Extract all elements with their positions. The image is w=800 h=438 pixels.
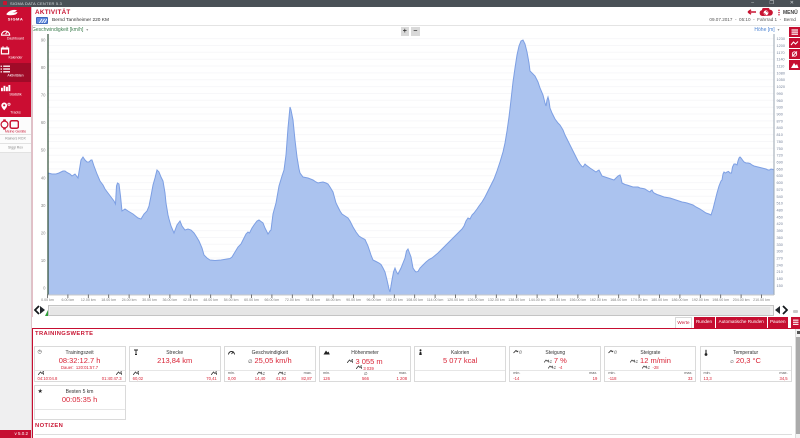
svg-text:204.00 km: 204.00 km (733, 298, 750, 302)
svg-text:180.00 km: 180.00 km (651, 298, 668, 302)
svg-text:42.00 km: 42.00 km (183, 298, 198, 302)
svg-text:40: 40 (41, 175, 46, 180)
svg-text:126.00 km: 126.00 km (468, 298, 485, 302)
svg-text:1020: 1020 (777, 85, 785, 89)
svg-text:174.00 km: 174.00 km (631, 298, 648, 302)
svg-text:60.00 km: 60.00 km (244, 298, 259, 302)
svg-text:30.00 km: 30.00 km (142, 298, 157, 302)
svg-text:72.00 km: 72.00 km (285, 298, 300, 302)
svg-text:750: 750 (777, 147, 783, 151)
svg-text:12.00 km: 12.00 km (81, 298, 96, 302)
svg-text:930: 930 (777, 106, 783, 110)
svg-text:720: 720 (777, 154, 783, 158)
svg-text:108.00 km: 108.00 km (406, 298, 423, 302)
svg-text:690: 690 (777, 161, 783, 165)
svg-text:102.00 km: 102.00 km (386, 298, 403, 302)
svg-text:600: 600 (777, 181, 783, 185)
svg-text:∅: ∅ (549, 359, 552, 363)
svg-text:150: 150 (777, 284, 783, 288)
svg-text:∅: ∅ (554, 365, 557, 369)
svg-text:450: 450 (777, 215, 783, 219)
svg-text:1230: 1230 (777, 37, 785, 41)
svg-text:330: 330 (777, 243, 783, 247)
svg-text:990: 990 (777, 92, 783, 96)
svg-text:1200: 1200 (777, 44, 785, 48)
svg-text:66.00 km: 66.00 km (265, 298, 280, 302)
svg-text:210.00 km: 210.00 km (753, 298, 770, 302)
svg-text:96.00 km: 96.00 km (367, 298, 382, 302)
svg-text:138.00 km: 138.00 km (508, 298, 525, 302)
svg-text:36.00 km: 36.00 km (163, 298, 178, 302)
svg-text:∅: ∅ (614, 350, 617, 355)
svg-text:70: 70 (41, 93, 46, 98)
svg-text:810: 810 (777, 133, 783, 137)
svg-text:180: 180 (777, 277, 783, 281)
svg-text:240: 240 (777, 263, 783, 267)
svg-text:20: 20 (41, 231, 46, 236)
svg-text:6.00 km: 6.00 km (62, 298, 75, 302)
svg-text:510: 510 (777, 202, 783, 206)
svg-text:144.00 km: 144.00 km (529, 298, 546, 302)
svg-text:∅: ∅ (283, 371, 286, 375)
svg-text:1080: 1080 (777, 71, 785, 75)
svg-text:1140: 1140 (777, 58, 785, 62)
svg-text:360: 360 (777, 236, 783, 240)
svg-text:48.00 km: 48.00 km (203, 298, 218, 302)
svg-text:198.00 km: 198.00 km (712, 298, 729, 302)
svg-text:50: 50 (41, 148, 46, 153)
svg-text:30: 30 (41, 203, 46, 208)
svg-text:∅: ∅ (519, 350, 522, 355)
svg-text:570: 570 (777, 188, 783, 192)
svg-text:78.00 km: 78.00 km (305, 298, 320, 302)
svg-text:900: 900 (777, 113, 783, 117)
svg-text:270: 270 (777, 257, 783, 261)
svg-text:420: 420 (777, 222, 783, 226)
svg-text:∅: ∅ (635, 359, 638, 363)
svg-text:186.00 km: 186.00 km (672, 298, 689, 302)
svg-text:156.00 km: 156.00 km (570, 298, 587, 302)
svg-text:80: 80 (41, 65, 46, 70)
svg-text:∅: ∅ (648, 365, 651, 369)
svg-text:780: 780 (777, 140, 783, 144)
svg-text:300: 300 (777, 250, 783, 254)
svg-text:24.00 km: 24.00 km (122, 298, 137, 302)
svg-text:120.00 km: 120.00 km (447, 298, 464, 302)
svg-text:840: 840 (777, 126, 783, 130)
svg-text:150.00 km: 150.00 km (549, 298, 566, 302)
svg-text:660: 660 (777, 167, 783, 171)
svg-text:10: 10 (41, 258, 46, 263)
svg-text:1170: 1170 (777, 51, 785, 55)
svg-text:870: 870 (777, 119, 783, 123)
svg-text:540: 540 (777, 195, 783, 199)
svg-text:90.00 km: 90.00 km (346, 298, 361, 302)
svg-text:132.00 km: 132.00 km (488, 298, 505, 302)
svg-text:54.00 km: 54.00 km (224, 298, 239, 302)
svg-text:90: 90 (41, 37, 46, 42)
svg-text:84.00 km: 84.00 km (326, 298, 341, 302)
svg-text:114.00 km: 114.00 km (427, 298, 444, 302)
svg-text:0.00 km: 0.00 km (41, 298, 54, 302)
svg-text:∅: ∅ (262, 371, 265, 375)
svg-text:192.00 km: 192.00 km (692, 298, 709, 302)
svg-text:0: 0 (43, 286, 46, 291)
svg-text:480: 480 (777, 209, 783, 213)
svg-text:168.00 km: 168.00 km (610, 298, 627, 302)
svg-text:60: 60 (41, 120, 46, 125)
svg-text:1110: 1110 (777, 65, 785, 69)
svg-text:18.00 km: 18.00 km (101, 298, 116, 302)
svg-text:630: 630 (777, 174, 783, 178)
svg-text:960: 960 (777, 99, 783, 103)
svg-text:162.00 km: 162.00 km (590, 298, 607, 302)
svg-text:390: 390 (777, 229, 783, 233)
svg-text:210: 210 (777, 270, 783, 274)
svg-text:1050: 1050 (777, 78, 785, 82)
